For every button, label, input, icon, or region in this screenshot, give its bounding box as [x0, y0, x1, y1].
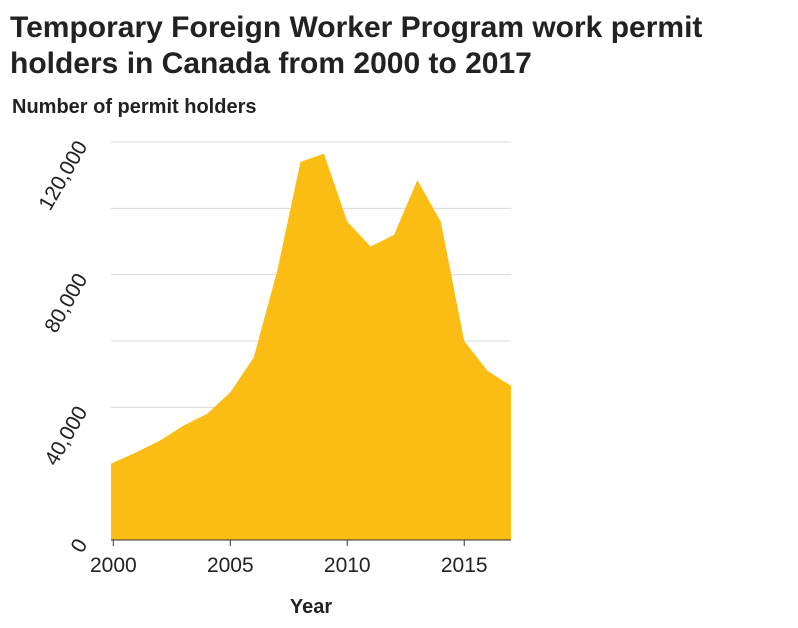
y-axis-title: Number of permit holders: [12, 96, 257, 118]
x-tick-label-0: 2000: [90, 554, 137, 577]
area-series: [111, 153, 511, 540]
x-tick-label-3: 2015: [441, 554, 488, 577]
x-tick-label-1: 2005: [207, 554, 254, 577]
x-tick-label-2: 2010: [324, 554, 371, 577]
y-tick-label-2: 80,000: [40, 270, 92, 337]
y-axis: 0 40,000 80,000 120,000: [34, 137, 92, 557]
x-axis-title: Year: [290, 596, 332, 618]
chart-title: Temporary Foreign Worker Program work pe…: [10, 11, 703, 80]
y-tick-label-0: 0: [67, 535, 93, 557]
x-axis: 2000 2005 2010 2015: [90, 539, 511, 577]
y-tick-label-3: 120,000: [34, 137, 92, 214]
y-tick-label-1: 40,000: [40, 402, 92, 469]
